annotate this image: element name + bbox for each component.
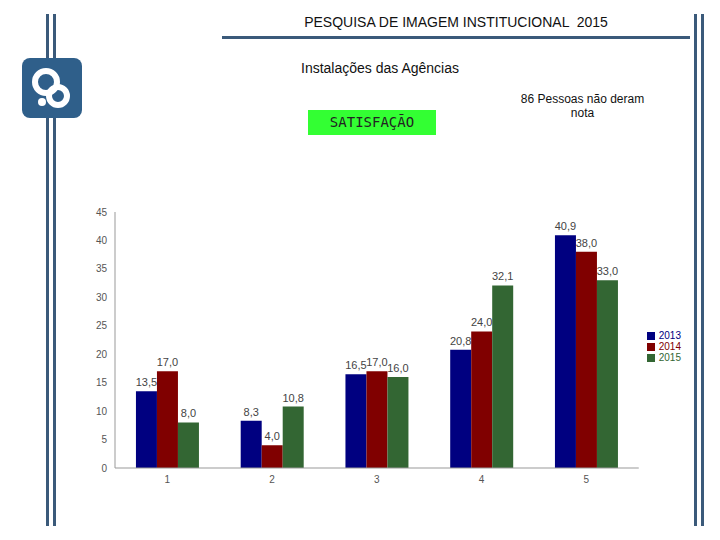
svg-text:20: 20	[96, 349, 108, 360]
svg-text:38,0: 38,0	[576, 237, 597, 249]
html-text:2015: 2015	[658, 352, 681, 363]
svg-text:40: 40	[96, 235, 108, 246]
svg-text:17,0: 17,0	[366, 356, 387, 368]
svg-text:5: 5	[584, 474, 590, 485]
svg-text:30: 30	[96, 292, 108, 303]
svg-text:32,1: 32,1	[492, 270, 513, 282]
html-text:2014: 2014	[658, 341, 681, 352]
svg-text:1: 1	[165, 474, 171, 485]
svg-text:45: 45	[96, 207, 108, 218]
html-text:PESQUISA DE IMAGEM INSTITUCION: PESQUISA DE IMAGEM INSTITUCIONAL 2015	[304, 14, 608, 30]
html-text:2013: 2013	[658, 330, 681, 341]
svg-text:4: 4	[479, 474, 485, 485]
svg-text:8,3: 8,3	[244, 406, 259, 418]
svg-text:5: 5	[101, 434, 107, 445]
html-text:SATISFAÇÃO: SATISFAÇÃO	[329, 114, 415, 130]
svg-text:10,8: 10,8	[282, 392, 303, 404]
svg-text:0: 0	[101, 463, 107, 474]
svg-text:2: 2	[269, 474, 275, 485]
svg-text:3: 3	[374, 474, 380, 485]
svg-text:25: 25	[96, 320, 108, 331]
svg-text:8,0: 8,0	[181, 407, 196, 419]
svg-text:4,0: 4,0	[265, 430, 280, 442]
svg-text:16,5: 16,5	[345, 359, 366, 371]
html-text:Instalações das Agências: Instalações das Agências	[301, 60, 459, 76]
svg-text:10: 10	[96, 406, 108, 417]
svg-text:15: 15	[96, 377, 108, 388]
svg-text:17,0: 17,0	[157, 356, 178, 368]
svg-text:20,8: 20,8	[450, 335, 471, 347]
svg-text:40,9: 40,9	[555, 220, 576, 232]
svg-text:33,0: 33,0	[597, 265, 618, 277]
svg-text:13,5: 13,5	[136, 376, 157, 388]
svg-text:24,0: 24,0	[471, 316, 492, 328]
html-text:86 Pessoas não deram nota: 86 Pessoas não deram nota	[520, 92, 645, 120]
svg-text:16,0: 16,0	[387, 362, 408, 374]
svg-text:35: 35	[96, 263, 108, 274]
